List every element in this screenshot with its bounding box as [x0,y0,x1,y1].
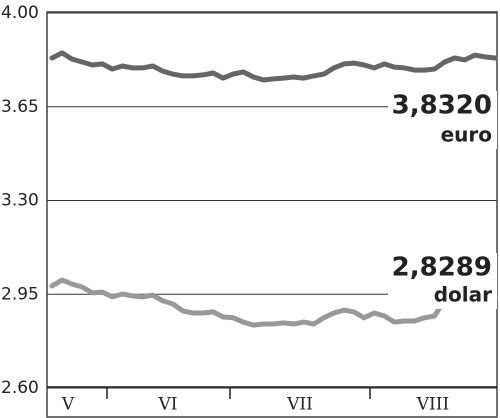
x-tick-label: VII [286,395,313,415]
y-tick-label: 3.30 [1,191,39,211]
y-tick-label: 3.65 [1,97,39,117]
label-background [388,253,497,309]
labels: 4.00 3.65 3.30 2.95 2.60 V VI VII VIII 3,8320euro… [1,3,497,415]
x-tick-label: V [61,395,75,415]
series-line [49,277,498,328]
label-background [388,91,497,149]
x-tick-label: VI [158,395,178,415]
y-tick-label: 2.95 [1,284,39,304]
x-tick-label: VIII [416,395,449,415]
series-line [49,50,498,83]
rate-label: 2,8289 [392,253,492,283]
series-name: dolar [434,283,492,307]
y-tick-label: 4.00 [1,3,39,23]
rate-label: 3,8320 [392,91,492,121]
lines [49,50,498,328]
frame [46,11,498,418]
series-name: euro [441,123,492,147]
y-tick-label: 2.60 [1,378,39,398]
